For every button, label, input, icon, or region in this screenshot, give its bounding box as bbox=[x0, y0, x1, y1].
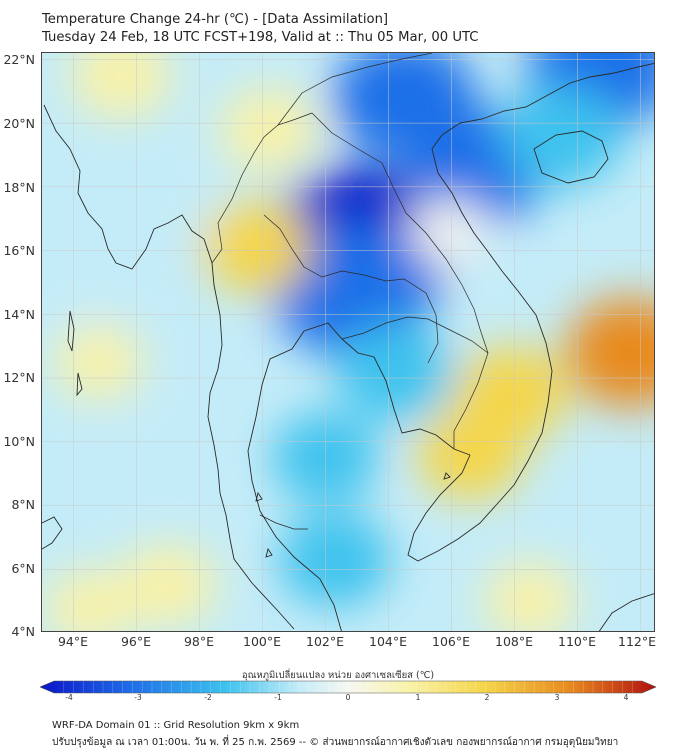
colorbar-tick: 1 bbox=[415, 693, 421, 702]
lat-label-4n: 4°N bbox=[11, 624, 35, 639]
anomaly-cell-laos-central-warm-patch bbox=[408, 198, 488, 265]
lat-label-14n: 14°N bbox=[3, 307, 35, 322]
mekong-delta-coast bbox=[407, 134, 553, 562]
anomaly-cell-myanmar-north-warm bbox=[70, 53, 172, 119]
thailand-laos-border bbox=[263, 214, 439, 364]
anomaly-cell-southeast-sea-warm bbox=[483, 561, 577, 631]
colorbar-tick: -3 bbox=[134, 693, 142, 702]
lon-label-108e: 108°E bbox=[494, 634, 534, 649]
small-islands bbox=[255, 472, 451, 558]
colorbar-tick: 3 bbox=[554, 693, 560, 702]
footer-model-info: WRF-DA Domain 01 :: Grid Resolution 9km … bbox=[52, 720, 300, 731]
borneo-corner bbox=[598, 593, 654, 631]
lat-label-18n: 18°N bbox=[3, 180, 35, 195]
anomaly-cell-myanmar-central-cool bbox=[127, 179, 221, 258]
colorbar-tick: 4 bbox=[623, 693, 629, 702]
anomaly-cell-hainan-cold bbox=[501, 84, 622, 188]
lat-label-8n: 8°N bbox=[11, 497, 35, 512]
sumatra-north-tip bbox=[42, 516, 63, 550]
lon-label-98e: 98°E bbox=[183, 634, 215, 649]
map-title: Temperature Change 24-hr (℃) - [Data Ass… bbox=[42, 12, 389, 27]
colorbar-tick: -1 bbox=[274, 693, 282, 702]
map-panel[interactable] bbox=[41, 52, 655, 632]
anomaly-cell-malaysia-cool bbox=[278, 512, 392, 608]
anomaly-cell-south-china-sea-warm-core bbox=[566, 297, 654, 408]
lat-label-6n: 6°N bbox=[11, 561, 35, 576]
lon-label-96e: 96°E bbox=[120, 634, 152, 649]
anomaly-cell-west-myanmar-warm bbox=[53, 324, 144, 401]
anomaly-cell-andaman-sea-cool bbox=[101, 414, 203, 501]
laos-vietnam-border bbox=[311, 112, 489, 354]
gulf-of-thailand-coast bbox=[247, 322, 471, 631]
colorbar-tick: 2 bbox=[484, 693, 490, 702]
anomaly-cell-cambodia-cool bbox=[337, 322, 453, 421]
anomaly-cell-sumatra-warm bbox=[44, 569, 135, 631]
anomaly-cell-mekong-delta-warm bbox=[416, 409, 524, 500]
lon-label-106e: 106°E bbox=[431, 634, 471, 649]
thailand-malaysia-border bbox=[259, 514, 308, 530]
colorbar-tick: -2 bbox=[204, 693, 212, 702]
colorbar-label: อุณหภูมิเปลี่ยนแปลง หน่วย องศาเซลเซียส (… bbox=[241, 670, 435, 681]
lon-label-100e: 100°E bbox=[242, 634, 282, 649]
coastlines-and-borders bbox=[42, 62, 654, 631]
hainan-island bbox=[533, 130, 609, 184]
malay-peninsula-west-coast bbox=[225, 514, 295, 630]
lat-label-10n: 10°N bbox=[3, 434, 35, 449]
china-border bbox=[277, 53, 433, 126]
andaman-islands bbox=[67, 310, 83, 397]
lat-label-12n: 12°N bbox=[3, 370, 35, 385]
anomaly-cell-bay-of-bengal-cool bbox=[42, 242, 128, 323]
myanmar-thailand-border bbox=[211, 112, 313, 264]
lat-label-20n: 20°N bbox=[3, 116, 35, 131]
lon-label-102e: 102°E bbox=[305, 634, 345, 649]
lon-label-112e: 112°E bbox=[617, 634, 657, 649]
south-china-coastline bbox=[441, 62, 654, 136]
lat-lon-gridlines bbox=[42, 53, 654, 631]
map-subtitle: Tuesday 24 Feb, 18 UTC FCST+198, Valid a… bbox=[42, 30, 479, 45]
colorbar-tick: -4 bbox=[65, 693, 73, 702]
lat-label-16n: 16°N bbox=[3, 243, 35, 258]
myanmar-coastline bbox=[43, 104, 227, 516]
national-borders bbox=[211, 53, 489, 530]
lon-label-110e: 110°E bbox=[557, 634, 597, 649]
colorbar-tick: 0 bbox=[345, 693, 351, 702]
temperature-anomaly-field bbox=[42, 53, 654, 631]
lon-label-104e: 104°E bbox=[368, 634, 408, 649]
lat-label-22n: 22°N bbox=[3, 52, 35, 67]
cambodia-border bbox=[341, 316, 489, 449]
anomaly-cell-central-thailand-cold bbox=[270, 220, 431, 357]
anomaly-cell-thai-myanmar-border-warm bbox=[201, 200, 311, 294]
map-canvas[interactable] bbox=[42, 53, 655, 632]
anomaly-cell-northern-thailand-warm bbox=[219, 87, 318, 172]
footer-credit: ปรับปรุงข้อมูล ณ เวลา 01:00น. วัน พ. ที่… bbox=[52, 737, 619, 748]
anomaly-cell-malacca-strait-warm bbox=[118, 543, 218, 627]
lon-label-94e: 94°E bbox=[57, 634, 89, 649]
